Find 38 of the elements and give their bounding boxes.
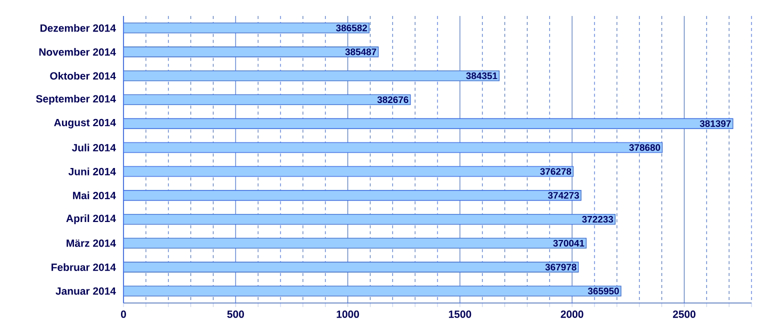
y-tick-label: Juli 2014 <box>72 144 116 152</box>
y-tick-label: April 2014 <box>66 214 116 224</box>
x-tick-label: 500 <box>227 310 244 318</box>
annotation: 385487 <box>345 48 376 56</box>
annotation: 367978 <box>545 264 576 270</box>
x-tick-label: 1000 <box>336 310 359 318</box>
bar <box>124 214 616 225</box>
x-tick-label: 1500 <box>448 310 472 318</box>
annotation: 374273 <box>548 192 580 199</box>
y-tick-label: Mai 2014 <box>73 192 116 200</box>
annotation: 378680 <box>629 144 660 151</box>
y-tick-label: Juni 2014 <box>68 168 116 176</box>
x-tick-label: 2500 <box>672 310 696 318</box>
y-tick-label: Februar 2014 <box>52 263 116 271</box>
y-tick-label: Januar 2014 <box>56 287 116 295</box>
bar <box>124 46 379 58</box>
annotation: 382676 <box>377 96 408 104</box>
y-tick-label: September 2014 <box>36 94 116 105</box>
y-tick-label: Oktober 2014 <box>50 72 116 80</box>
annotation: 370041 <box>553 240 584 247</box>
bar <box>124 94 411 106</box>
y-tick-label: November 2014 <box>39 48 116 56</box>
x-tick-label: 0 <box>121 310 126 318</box>
annotation: 376278 <box>540 168 572 175</box>
annotation: 365950 <box>588 288 619 294</box>
annotation: 386582 <box>336 24 368 32</box>
y-tick-label: Dezember 2014 <box>40 24 116 32</box>
bar <box>124 190 582 201</box>
y-tick-label: März 2014 <box>66 240 116 247</box>
x-tick-label: 2000 <box>560 310 584 318</box>
bar <box>124 118 734 129</box>
y-tick-label: August 2014 <box>54 118 116 128</box>
annotation: 372233 <box>582 216 614 223</box>
annotation: 384351 <box>466 72 498 80</box>
bar <box>124 262 579 272</box>
bar <box>124 238 587 249</box>
bar <box>124 70 500 82</box>
annotation: 381397 <box>700 120 731 127</box>
